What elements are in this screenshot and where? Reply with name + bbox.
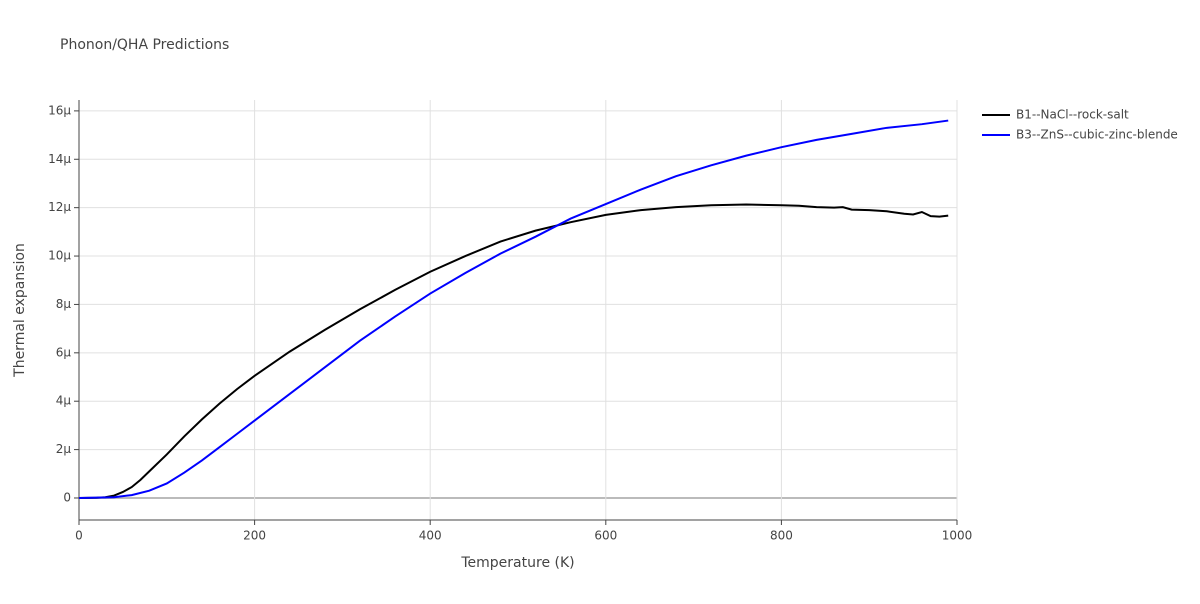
x-axis-label: Temperature (K) — [460, 555, 574, 571]
chart-title: Phonon/QHA Predictions — [60, 37, 229, 53]
y-tick-label: 16μ — [48, 103, 71, 117]
y-tick-label: 14μ — [48, 152, 71, 166]
y-tick-label: 4μ — [56, 394, 72, 408]
x-tick-label: 800 — [770, 529, 793, 543]
y-tick-label: 8μ — [56, 297, 72, 311]
y-tick-label: 12μ — [48, 200, 71, 214]
y-tick-label: 10μ — [48, 249, 71, 263]
series-line — [78, 203, 949, 499]
legend-label: B3--ZnS--cubic-zinc-blende — [1016, 128, 1178, 142]
legend-label: B1--NaCl--rock-salt — [1016, 108, 1129, 122]
x-tick-label: 1000 — [942, 529, 973, 543]
y-axis-label: Thermal expansion — [12, 243, 28, 378]
y-tick-label: 2μ — [56, 442, 72, 456]
y-tick-label: 0 — [63, 490, 71, 504]
y-tick-label: 6μ — [56, 345, 72, 359]
x-tick-label: 200 — [243, 529, 266, 543]
x-tick-label: 600 — [594, 529, 617, 543]
series-line — [78, 119, 949, 499]
x-tick-label: 400 — [419, 529, 442, 543]
x-tick-label: 0 — [75, 529, 83, 543]
